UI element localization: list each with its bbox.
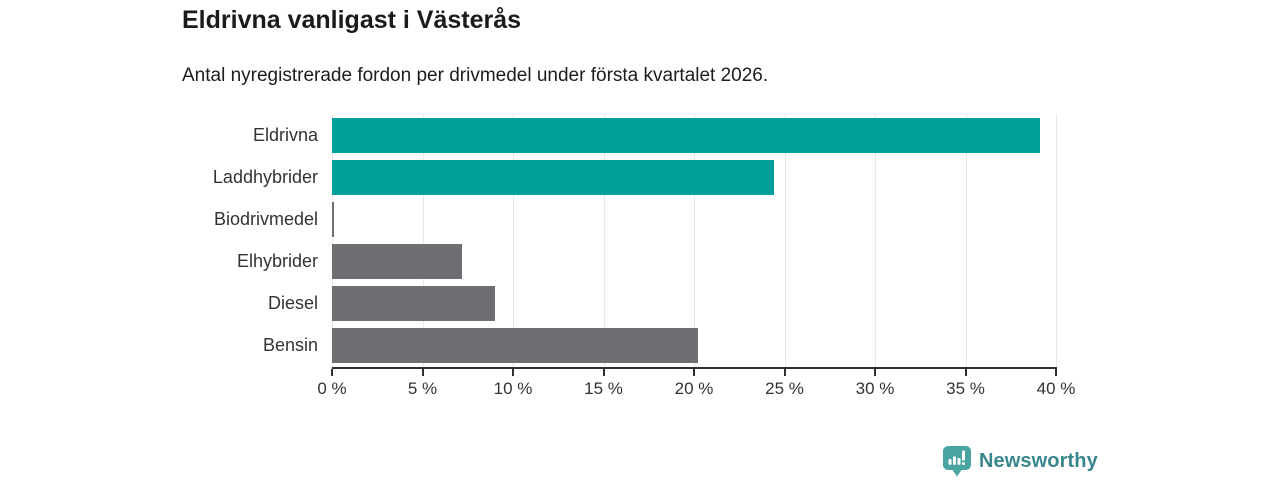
category-label-elhybrider: Elhybrider	[236, 251, 318, 272]
x-axis-tick	[602, 369, 605, 376]
chart-row: Bensin	[182, 325, 1056, 367]
bar-track	[332, 117, 1056, 153]
x-axis-tick-label: 20 %	[674, 379, 714, 398]
category-label-laddhybrider: Laddhybrider	[212, 166, 318, 187]
bar-bensin	[332, 328, 698, 364]
bar-diesel	[332, 286, 495, 322]
bar-biodrivmedel	[332, 201, 334, 237]
bar-track	[332, 201, 1056, 237]
x-axis-tick	[964, 369, 967, 376]
x-axis-tick	[693, 369, 695, 376]
newsworthy-logo: Newsworthy	[943, 446, 1098, 477]
bar-track	[332, 286, 1056, 322]
x-axis-tick-label: 5 %	[407, 379, 438, 398]
chart-subtitle: Antal nyregistrerade fordon per drivmede…	[182, 65, 769, 86]
x-axis-tick	[1055, 369, 1057, 376]
bar-laddhybrider	[332, 159, 774, 195]
x-axis-tick-label: 15 %	[584, 379, 623, 398]
chart-row: Biodrivmedel	[182, 198, 1056, 240]
chart-row: Elhybrider	[182, 241, 1056, 283]
chart-rows: Eldrivna Laddhybrider Biodrivmedel Elhybrid…	[182, 114, 1056, 367]
chart-row: Diesel	[182, 283, 1056, 325]
bar-track	[332, 328, 1056, 364]
x-axis-tick	[512, 369, 514, 376]
bar-track	[332, 159, 1056, 195]
gridline	[332, 114, 333, 367]
gridline	[694, 114, 695, 367]
x-axis-tick-label: 35 %	[946, 379, 985, 398]
category-label-biodrivmedel: Biodrivmedel	[213, 208, 318, 229]
gridline	[965, 114, 967, 367]
x-axis-tick	[331, 369, 333, 376]
gridline	[875, 114, 876, 367]
category-label-diesel: Diesel	[267, 293, 318, 314]
x-axis-tick-label: 30 %	[855, 379, 895, 398]
x-axis-tick	[421, 369, 424, 376]
x-axis-tick	[874, 369, 876, 376]
gridline	[603, 114, 605, 367]
chart-row: Laddhybrider	[182, 156, 1056, 198]
gridline	[513, 114, 514, 367]
chart-row: Eldrivna	[182, 114, 1056, 156]
gridline	[1056, 114, 1057, 367]
bar-chart: Eldrivna Laddhybrider Biodrivmedel Elhybrid…	[182, 114, 1082, 414]
category-label-bensin: Bensin	[262, 335, 318, 356]
category-label-eldrivna: Eldrivna	[252, 124, 318, 145]
x-axis-tick-label: 40 %	[1036, 379, 1076, 398]
x-axis-line	[332, 367, 1057, 369]
gridline	[422, 114, 424, 367]
bar-elhybrider	[332, 244, 463, 280]
bar-track	[332, 244, 1056, 280]
newsworthy-wordmark: Newsworthy	[979, 450, 1098, 472]
x-axis-tick-label: 25 %	[765, 379, 804, 398]
gridline-layer	[332, 114, 1057, 367]
bar-eldrivna	[332, 117, 1040, 153]
x-axis-tick	[783, 369, 786, 376]
x-axis-tick-label: 0 %	[317, 379, 347, 398]
chart-title: Eldrivna vanligast i Västerås	[182, 6, 522, 34]
newsworthy-chart-pin-icon	[943, 446, 971, 477]
gridline	[784, 114, 786, 367]
x-axis-tick-label: 10 %	[493, 379, 533, 398]
